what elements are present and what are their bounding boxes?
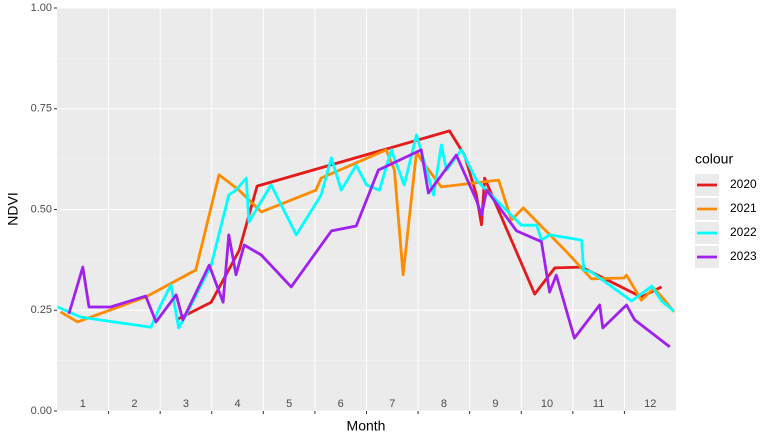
y-tick-label: 0.50 (31, 203, 52, 215)
legend-label: 2022 (730, 225, 757, 239)
x-tick-label: 10 (541, 398, 553, 410)
x-tick-label: 6 (338, 398, 344, 410)
x-tick-label: 7 (389, 398, 395, 410)
x-tick-label: 1 (80, 398, 86, 410)
y-tick-label: 0.00 (31, 405, 52, 417)
series-line (67, 148, 671, 349)
x-tick-label: 5 (286, 398, 292, 410)
x-tick-label: 3 (183, 398, 189, 410)
series-line (59, 148, 676, 324)
x-tick-label: 4 (234, 398, 240, 410)
x-tick-label: 9 (492, 398, 498, 410)
x-tick-label: 11 (593, 398, 604, 410)
x-axis-title: Month (347, 418, 386, 434)
legend-label: 2021 (730, 201, 757, 215)
y-tick-label: 0.75 (31, 103, 52, 115)
x-tick-label: 12 (644, 398, 656, 410)
y-tick-label: 0.25 (31, 304, 52, 316)
x-tick-label: 2 (131, 398, 137, 410)
y-axis-title: NDVI (5, 192, 21, 225)
legend-label: 2023 (730, 249, 757, 263)
legend-title: colour (695, 151, 733, 167)
legend-label: 2020 (730, 177, 757, 191)
x-tick-label: 8 (441, 398, 447, 410)
y-tick-label: 1.00 (31, 2, 52, 14)
